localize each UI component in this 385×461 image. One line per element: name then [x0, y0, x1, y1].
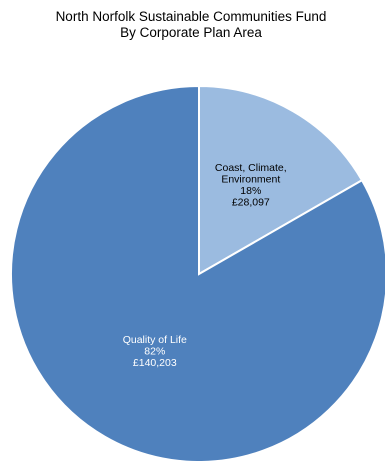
slice-label-line: £140,203 — [133, 357, 177, 369]
slice-label-line: 82% — [144, 346, 165, 358]
slice-label-line: £28,097 — [232, 197, 270, 209]
pie-slice-2 — [10, 84, 385, 461]
slice-label-line: Coast, Climate, — [215, 162, 287, 174]
slice-label-1: Coast, Climate, Environment 18% £28,097 — [215, 162, 287, 209]
slice-label-line: Environment — [221, 174, 280, 186]
chart-subtitle: By Corporate Plan Area — [120, 25, 262, 40]
chart-title: North Norfolk Sustainable Communities Fu… — [56, 9, 327, 24]
pie-slices — [10, 84, 385, 461]
pie-slice-1 — [198, 84, 364, 276]
slice-label-2: Quality of Life 82% £140,203 — [123, 334, 187, 369]
slice-label-line: Quality of Life — [123, 334, 187, 346]
slice-labels: Coast, Climate, Environment 18% £28,097 Qual… — [123, 162, 287, 369]
slice-label-line: 18% — [240, 185, 261, 197]
